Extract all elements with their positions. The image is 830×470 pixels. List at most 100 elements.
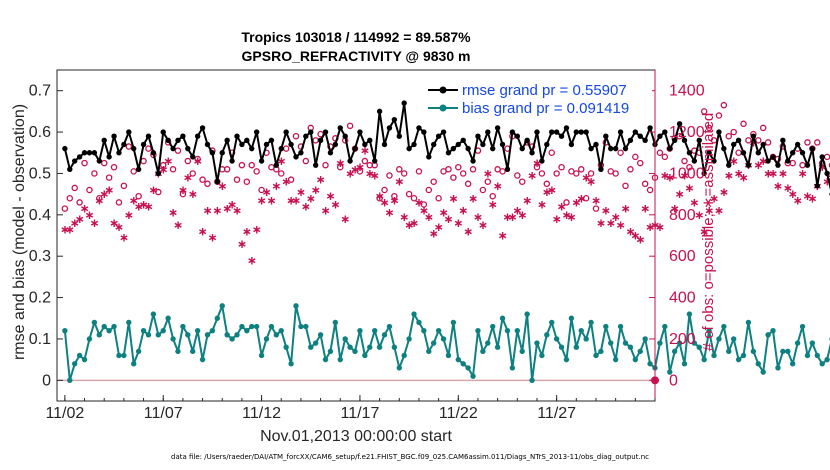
obs-possible-marker [189, 170, 196, 177]
rmse-point [490, 145, 496, 152]
obs-assimilated-marker: ∗ [439, 206, 449, 220]
rmse-point [676, 121, 683, 127]
rmse-point [140, 141, 147, 148]
obs-assimilated-marker: ∗ [379, 195, 389, 209]
title-line-2: GPSRO_REFRACTIVITY @ 9830 m [242, 48, 471, 64]
y-left-tick-label: 0.4 [29, 207, 51, 224]
rmse-point [175, 137, 181, 144]
obs-assimilated-marker: ∗ [517, 208, 527, 222]
obs-assimilated-marker: ∗ [763, 166, 773, 180]
rmse-point [499, 141, 506, 148]
bias-point [735, 356, 742, 363]
rmse-point [386, 125, 393, 131]
rmse-point [529, 150, 535, 156]
rmse-point [450, 145, 457, 152]
obs-possible-marker [76, 199, 83, 206]
obs-assimilated-marker: ∗ [640, 202, 650, 216]
obs-assimilated-marker: ∗ [271, 179, 281, 193]
rmse-point [376, 108, 383, 115]
obs-assimilated-marker: ∗ [65, 222, 75, 236]
bias-point [229, 336, 235, 342]
obs-possible-marker [105, 174, 113, 181]
bias-point [106, 327, 112, 334]
rmse-point [86, 150, 93, 156]
obs-possible-marker [66, 195, 74, 202]
bias-point [234, 332, 240, 338]
bias-point [185, 332, 191, 338]
bias-point [745, 319, 752, 326]
obs-assimilated-marker: ∗ [498, 229, 508, 243]
bias-point [470, 373, 476, 379]
rmse-point [298, 150, 304, 156]
obs-possible-marker [86, 186, 93, 194]
bias-point [799, 323, 806, 330]
obs-assimilated-marker: ∗ [576, 191, 586, 205]
obs-possible-marker [459, 170, 467, 177]
obs-assimilated-marker: ∗ [365, 166, 375, 180]
obs-assimilated-marker: ∗ [448, 191, 458, 205]
rmse-point [229, 158, 235, 164]
obs-assimilated-marker: ∗ [99, 187, 109, 201]
obs-possible-marker [248, 161, 255, 169]
rmse-point [317, 137, 324, 144]
rmse-point [455, 141, 461, 148]
obs-assimilated-marker: ∗ [537, 197, 547, 211]
bias-point [824, 356, 830, 363]
obs-assimilated-marker: ∗ [768, 166, 778, 180]
obs-assimilated-marker: ∗ [606, 216, 616, 230]
obs-assimilated-marker: ∗ [325, 189, 335, 203]
obs-assimilated-marker: ∗ [507, 210, 517, 224]
obs-assimilated-marker: ∗ [557, 200, 567, 214]
obs-possible-marker [159, 161, 167, 169]
bias-point [573, 344, 580, 350]
bias-point [721, 323, 727, 330]
x-tick-label: 11/27 [537, 405, 576, 422]
obs-assimilated-marker: ∗ [242, 224, 252, 238]
obs-assimilated-marker: ∗ [163, 154, 173, 168]
obs-possible-marker [715, 112, 723, 119]
rmse-point [293, 154, 299, 160]
obs-possible-marker [346, 122, 354, 130]
bias-point [308, 344, 314, 350]
obs-possible-marker [573, 170, 580, 177]
rmse-point [416, 125, 422, 131]
legend-rmse-label: rmse grand pr = 0.55907 [462, 82, 627, 99]
bias-point [72, 361, 78, 367]
rmse-point [814, 183, 820, 189]
obs-possible-marker [130, 168, 137, 175]
rmse-point [642, 137, 648, 144]
rmse-point [332, 141, 339, 148]
obs-possible-marker [759, 124, 767, 132]
rmse-point [116, 150, 122, 156]
rmse-point [194, 133, 201, 139]
obs-assimilated-marker: ∗ [552, 212, 562, 226]
obs-assimilated-marker: ∗ [473, 210, 483, 224]
rmse-point [558, 133, 565, 139]
y-left-tick-label: 0.6 [29, 124, 51, 141]
obs-assimilated-marker: ∗ [375, 189, 385, 203]
bias-point [519, 348, 525, 355]
obs-possible-marker [100, 159, 108, 167]
rmse-point [711, 158, 717, 164]
obs-assimilated-marker: ∗ [355, 160, 365, 174]
obs-possible-marker [115, 199, 123, 206]
rmse-point [534, 129, 540, 135]
bias-point [632, 356, 639, 363]
rmse-point [421, 129, 427, 135]
rmse-point [632, 129, 639, 135]
rmse-point [524, 137, 530, 144]
obs-possible-marker [386, 172, 393, 179]
obs-assimilated-marker: ∗ [335, 156, 345, 170]
bias-point [96, 332, 102, 338]
bias-point [726, 348, 732, 355]
obs-possible-marker [518, 178, 526, 185]
rmse-point [426, 154, 432, 160]
obs-assimilated-marker: ∗ [139, 197, 149, 211]
obs-assimilated-marker: ∗ [478, 218, 488, 232]
obs-possible-marker [499, 168, 506, 175]
bias-point [283, 344, 289, 350]
obs-possible-marker [415, 168, 423, 175]
obs-possible-marker [135, 192, 142, 200]
obs-possible-marker [553, 170, 560, 177]
rmse-point [755, 150, 761, 156]
